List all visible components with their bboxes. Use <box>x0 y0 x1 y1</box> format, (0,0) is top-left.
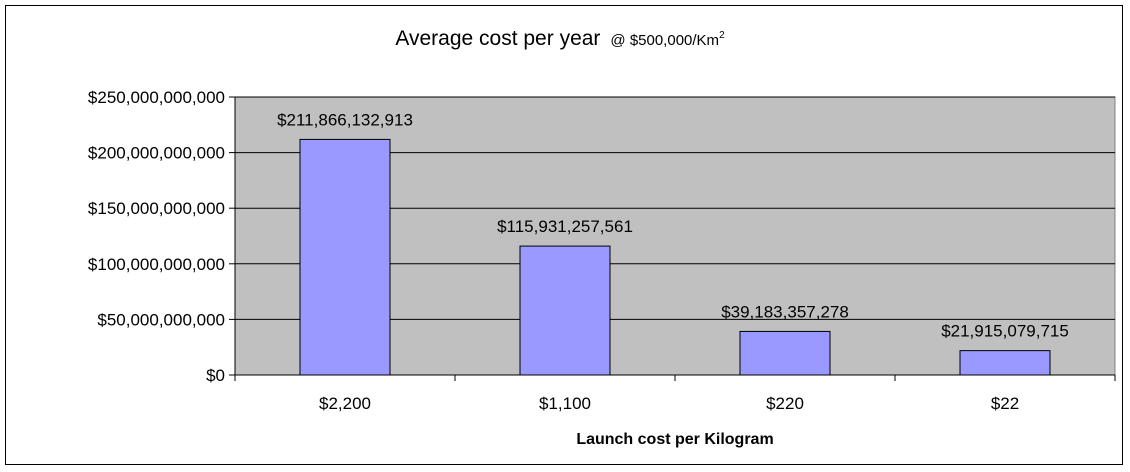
bar <box>519 245 611 376</box>
bar <box>959 350 1051 376</box>
chart-subtitle: @ $500,000/Km <box>610 32 719 49</box>
y-tick-label: $200,000,000,000 <box>88 144 225 163</box>
x-tick-label: $22 <box>991 394 1019 413</box>
y-tick-label: $250,000,000,000 <box>88 88 225 107</box>
bar <box>739 330 831 376</box>
x-tick-label: $220 <box>766 394 804 413</box>
chart-subtitle-superscript: 2 <box>719 30 725 41</box>
y-tick-label: $100,000,000,000 <box>88 255 225 274</box>
bars <box>299 138 1051 376</box>
y-tick-label: $50,000,000,000 <box>97 310 225 329</box>
y-tick-label: $0 <box>206 366 225 385</box>
y-tick-label: $150,000,000,000 <box>88 199 225 218</box>
data-label: $115,931,257,561 <box>497 217 633 236</box>
bar <box>299 138 391 376</box>
tick-labels: $0 $50,000,000,000 $100,000,000,000 $150,00… <box>88 88 1019 413</box>
axes <box>229 96 1116 381</box>
data-label: $39,183,357,278 <box>721 302 849 321</box>
data-labels: $211,866,132,913 $115,931,257,561 $39,183,… <box>277 110 1069 340</box>
x-tick-label: $1,100 <box>539 394 591 413</box>
data-label: $211,866,132,913 <box>277 110 413 129</box>
x-tick-label: $2,200 <box>319 394 371 413</box>
chart-title: Average cost per year @ $500,000/Km2 <box>395 27 725 50</box>
x-axis-label: Launch cost per Kilogram <box>576 431 773 448</box>
data-label: $21,915,079,715 <box>941 322 1069 341</box>
